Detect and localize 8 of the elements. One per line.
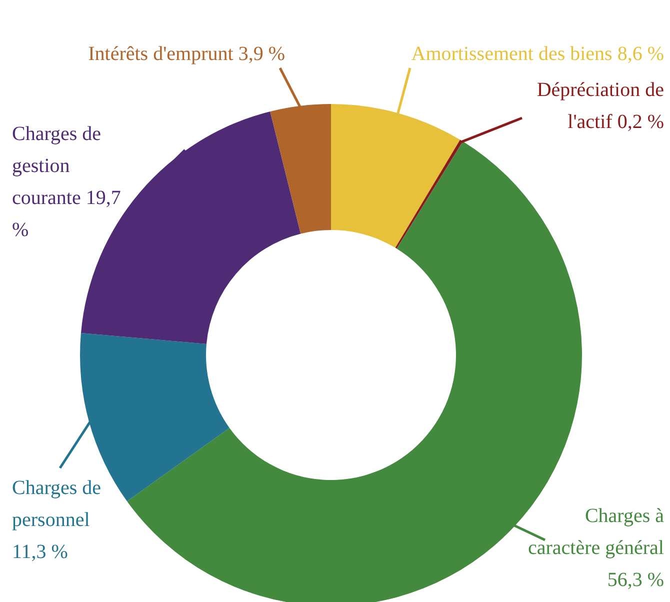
data-label: 56,3 % (607, 569, 664, 591)
slice-label: Charges à caractère général (528, 505, 664, 559)
slice-label: Dépréciation de l'actif 0,2 % (536, 79, 664, 133)
slice-label: Amortissement des biens 8,6 % (411, 43, 664, 65)
slice-label: Charges de personnel (12, 477, 102, 531)
legend-label: Charges de gestion courante 19,7 % (12, 123, 121, 241)
slice-label: Intérêts d'emprunt 3,9 % (88, 43, 285, 65)
data-label: 11,3 % (12, 541, 68, 563)
